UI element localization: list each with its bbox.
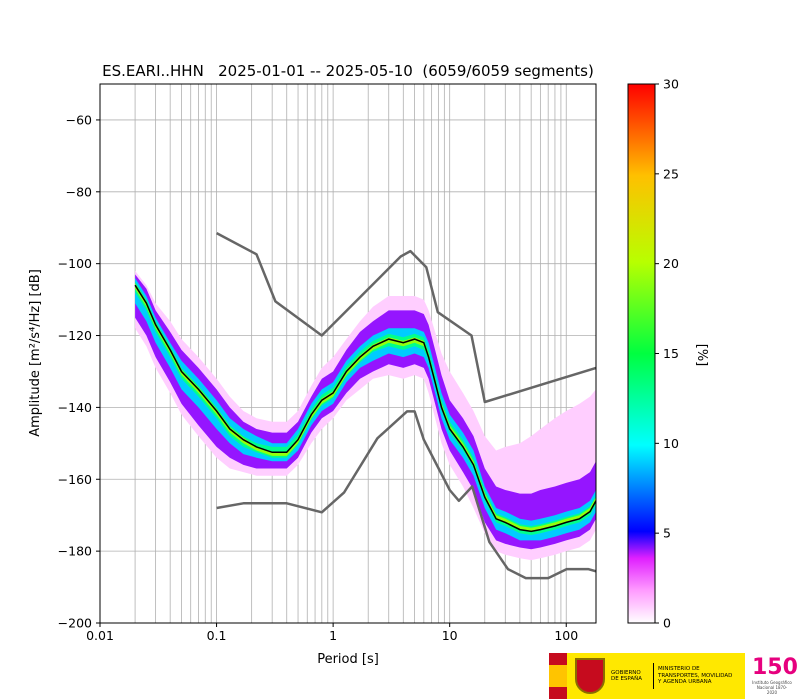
- x-axis-label: Period [s]: [317, 652, 379, 667]
- x-tick-label: 0.1: [207, 628, 227, 643]
- ministry-text: MINISTERIO DE TRANSPORTES, MOVILIDAD Y A…: [658, 666, 733, 686]
- x-tick-label: 10: [442, 628, 458, 643]
- ign-anniversary-logo: 150 Instituto Geográfico Nacional 1870-2…: [752, 655, 798, 696]
- nlnm-curve: [216, 410, 596, 580]
- density-heatmap: [135, 270, 596, 561]
- y-tick-label: −80: [66, 184, 92, 199]
- y-tick-label: −200: [58, 616, 92, 631]
- x-axis: 0.01 0.1 1 10 100: [86, 623, 578, 643]
- y-tick-label: −180: [58, 544, 92, 559]
- x-tick-label: 0.01: [86, 628, 114, 643]
- logo-divider: [653, 663, 654, 689]
- eu-spain-flag-icon: [549, 653, 567, 699]
- y-tick-label: −140: [58, 400, 92, 415]
- y-tick-label: −120: [58, 328, 92, 343]
- y-tick-label: −100: [58, 256, 92, 271]
- ign-number: 150: [752, 655, 798, 680]
- x-tick-label: 1: [329, 628, 337, 643]
- colorbar-tick-label: 25: [663, 166, 679, 181]
- nhnm-curve: [216, 231, 596, 404]
- colorbar-tick-label: 5: [663, 526, 671, 541]
- y-tick-label: −60: [66, 112, 92, 127]
- y-axis: −60 −80 −100 −120 −140 −160 −180 −200: [58, 112, 100, 631]
- x-tick-label: 100: [554, 628, 578, 643]
- coat-of-arms-icon: [575, 658, 605, 694]
- mode-curve-group: [134, 284, 596, 533]
- colorbar-ticks: 0 5 10 15 20 25 30: [655, 77, 679, 631]
- colorbar: [627, 83, 656, 624]
- plot-frame: [99, 83, 597, 624]
- colorbar-tick-label: 20: [663, 256, 679, 271]
- chart-title: ES.EARI..HHN 2025-01-01 -- 2025-05-10 (6…: [102, 62, 594, 80]
- density-band: [135, 278, 596, 541]
- colorbar-label: [%]: [694, 344, 709, 367]
- government-text: GOBIERNO DE ESPAÑA: [611, 669, 643, 683]
- y-axis-label: Amplitude [m²/s⁴/Hz] [dB]: [28, 269, 43, 437]
- noise-model-curves: [216, 231, 596, 580]
- colorbar-tick-label: 15: [663, 346, 679, 361]
- mode-curve: [134, 284, 596, 533]
- ign-caption: Instituto Geográfico Nacional 1870-2020: [752, 680, 792, 695]
- colorbar-tick-label: 10: [663, 436, 679, 451]
- colorbar-tick-label: 0: [663, 616, 671, 631]
- colorbar-tick-label: 30: [663, 77, 679, 92]
- government-logo: GOBIERNO DE ESPAÑA MINISTERIO DE TRANSPO…: [549, 653, 745, 699]
- y-tick-label: −160: [58, 472, 92, 487]
